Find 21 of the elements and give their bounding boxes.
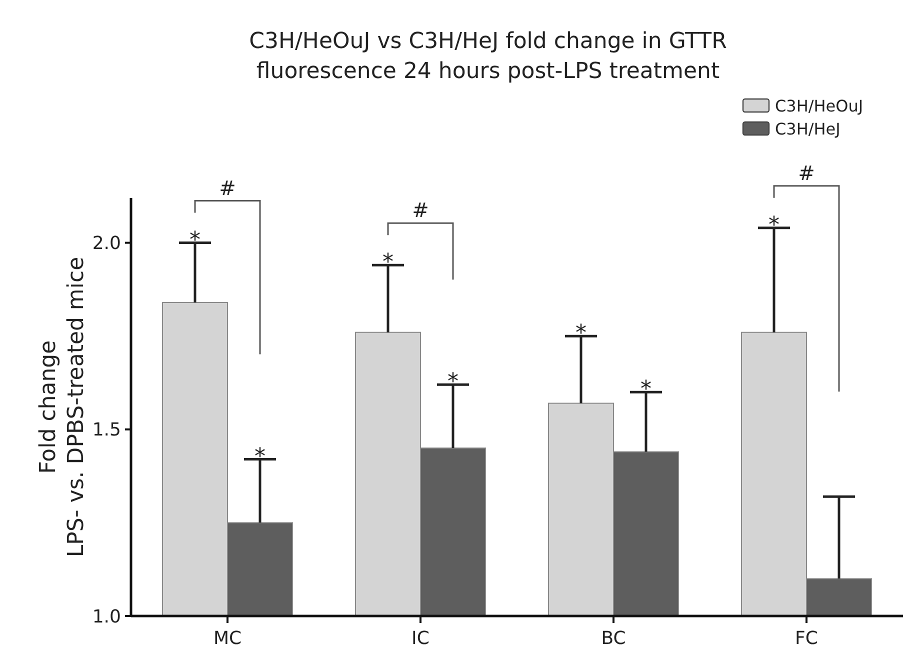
y-tick-label: 1.5: [92, 420, 121, 441]
annotation: *: [640, 377, 652, 402]
y-tick-label: 2.0: [92, 233, 121, 254]
text: #: [798, 160, 815, 185]
annotation: *: [448, 370, 458, 395]
annotation: *: [382, 250, 394, 276]
y-tick-label: 1.0: [92, 606, 121, 628]
x-tick-label: FC: [795, 628, 818, 649]
x-tick-label: MC: [213, 628, 242, 649]
annotation: *: [190, 228, 200, 253]
x-tick-label: BC: [601, 628, 626, 649]
annotation: *: [576, 321, 586, 346]
legend-label: C3H/HeJ: [775, 120, 840, 139]
annotation: *: [768, 212, 780, 238]
legend-label: C3H/HeOuJ: [775, 96, 864, 116]
annotation: #: [412, 198, 429, 222]
annotation: #: [219, 176, 236, 200]
x-tick-label: IC: [412, 628, 430, 649]
y-axis-title: Fold change LPS- vs. DPBS-treated mice: [36, 256, 89, 558]
annotation: *: [254, 444, 266, 470]
chart-title: C3H/HeOuJ vs C3H/HeJ fold change in GTTR fluorescence 24 hours post-LPS treatment: [249, 29, 727, 84]
